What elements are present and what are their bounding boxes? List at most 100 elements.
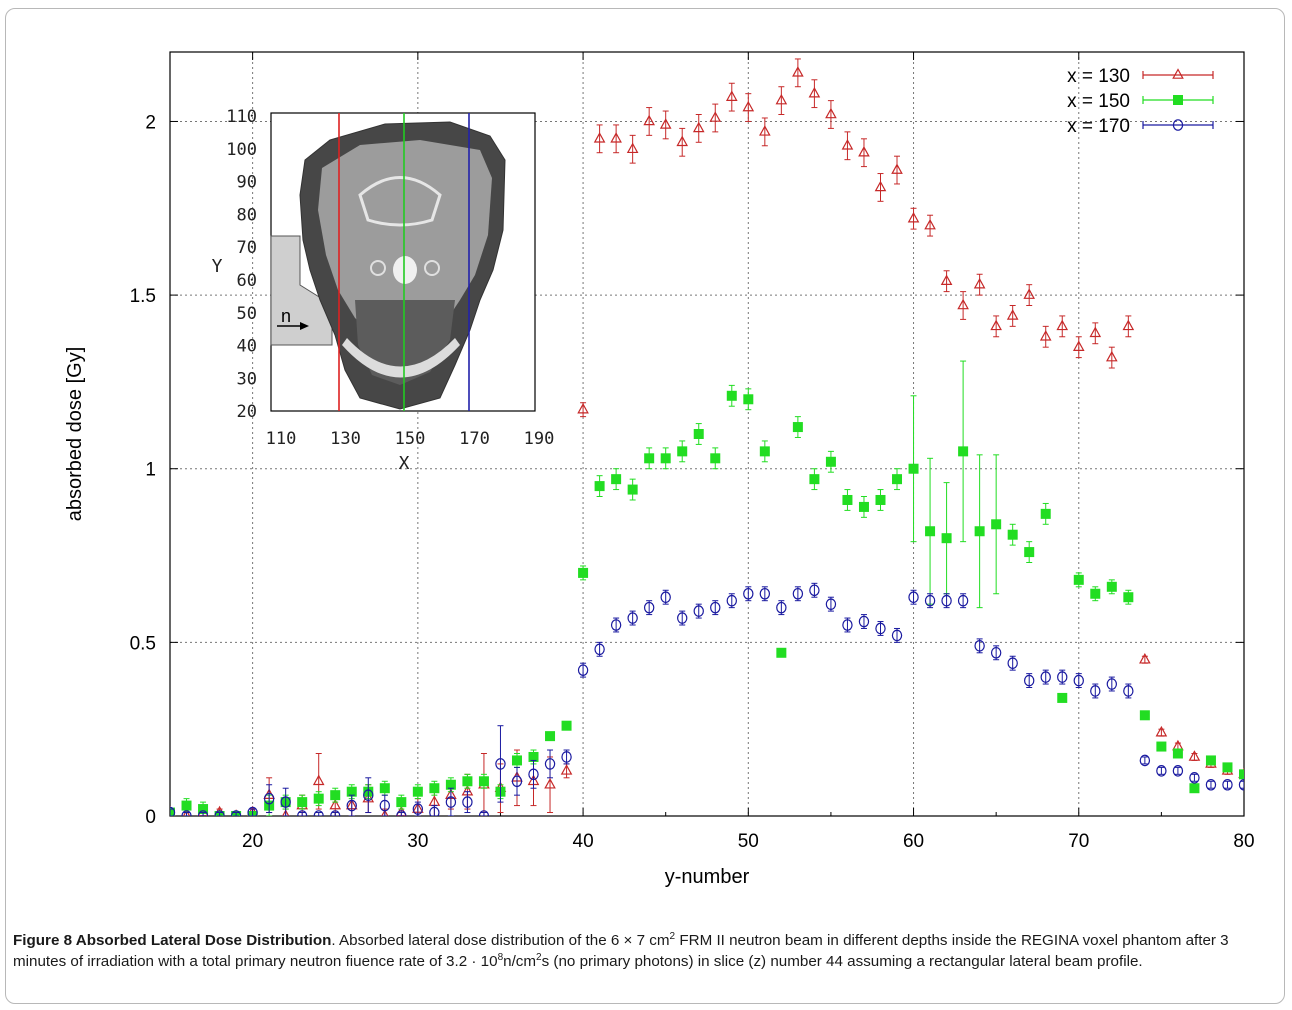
x-tick-label: 80 bbox=[1233, 831, 1254, 852]
inset-y-tick-label: 60 bbox=[237, 271, 257, 291]
legend: x = 130 x = 150 x = 170 bbox=[1067, 66, 1214, 137]
data-point bbox=[379, 799, 390, 812]
figure-frame bbox=[5, 8, 1285, 1004]
inset-phantom: n 110 100 90 80 70 60 50 40 30 20 110 130 150 170 190 Y X bbox=[212, 107, 555, 474]
inset-x-tick-label: 170 bbox=[459, 429, 490, 449]
data-point bbox=[1105, 350, 1118, 362]
data-point bbox=[957, 298, 969, 310]
legend-label: x = 130 bbox=[1067, 66, 1130, 87]
data-point bbox=[1006, 309, 1019, 320]
data-point bbox=[825, 456, 836, 467]
inset-y-tick-label: 30 bbox=[237, 369, 257, 389]
data-point bbox=[973, 277, 986, 289]
data-point bbox=[709, 111, 722, 122]
data-point bbox=[725, 90, 738, 101]
data-point bbox=[693, 429, 704, 439]
data-point bbox=[660, 453, 671, 464]
data-point bbox=[1139, 754, 1151, 767]
data-point bbox=[726, 390, 737, 401]
vertebra bbox=[358, 176, 442, 227]
data-series bbox=[170, 58, 1244, 816]
data-point bbox=[892, 474, 903, 485]
data-point bbox=[825, 598, 837, 610]
data-point bbox=[941, 594, 952, 607]
data-point bbox=[660, 591, 671, 604]
data-point bbox=[170, 806, 176, 816]
data-point bbox=[858, 501, 869, 512]
data-point bbox=[743, 394, 754, 405]
data-point bbox=[925, 526, 936, 537]
data-point bbox=[1089, 326, 1102, 338]
data-point bbox=[924, 594, 936, 607]
data-point bbox=[1023, 288, 1036, 299]
data-point bbox=[577, 402, 589, 414]
legend-label: x = 170 bbox=[1067, 116, 1130, 137]
data-point bbox=[593, 132, 606, 143]
data-point bbox=[379, 783, 390, 794]
data-point bbox=[578, 567, 589, 578]
data-point bbox=[924, 218, 936, 230]
data-point bbox=[214, 810, 225, 816]
data-point bbox=[874, 180, 887, 192]
data-point bbox=[677, 446, 688, 457]
airway bbox=[393, 256, 417, 284]
data-point bbox=[990, 646, 1002, 659]
x-tick-label: 60 bbox=[903, 831, 924, 852]
inset-x-tick-label: 190 bbox=[524, 429, 555, 449]
data-point bbox=[1123, 592, 1134, 603]
data-point bbox=[875, 494, 886, 505]
data-point bbox=[858, 145, 870, 157]
data-point bbox=[281, 809, 290, 816]
inset-x-tick-label: 150 bbox=[395, 429, 426, 449]
data-point bbox=[1172, 68, 1184, 79]
data-point bbox=[545, 731, 556, 742]
data-point bbox=[1072, 340, 1085, 351]
data-point bbox=[808, 86, 821, 98]
data-point bbox=[462, 776, 473, 787]
data-point bbox=[842, 494, 853, 505]
data-point bbox=[1189, 783, 1200, 794]
data-point bbox=[759, 587, 771, 600]
data-point bbox=[841, 139, 854, 150]
data-point bbox=[792, 66, 804, 77]
chart: 20 30 40 50 60 70 80 0 0.5 1 1.5 2 y-number absorbed … bbox=[64, 51, 1255, 888]
data-point bbox=[610, 619, 622, 631]
x-tick-label: 50 bbox=[738, 831, 759, 852]
inset-y-tick-label: 40 bbox=[237, 337, 257, 357]
data-point bbox=[692, 121, 705, 133]
y-tick-label: 2 bbox=[145, 112, 156, 133]
caption-text-4: s (no primary photons) in slice (z) numb… bbox=[541, 953, 1143, 970]
data-point bbox=[561, 720, 572, 731]
data-point bbox=[693, 605, 704, 617]
data-point bbox=[710, 601, 721, 614]
data-point bbox=[544, 758, 556, 770]
inset-y-axis-label: Y bbox=[212, 256, 223, 277]
data-point bbox=[396, 810, 407, 816]
y-tick-label: 1 bbox=[145, 460, 156, 481]
data-point bbox=[1090, 685, 1101, 697]
beam-label: n bbox=[281, 306, 291, 326]
data-point bbox=[974, 640, 985, 652]
inset-y-tick-label: 20 bbox=[237, 402, 257, 422]
data-point bbox=[610, 132, 622, 143]
data-point bbox=[478, 776, 489, 787]
data-point bbox=[412, 786, 423, 797]
data-point bbox=[809, 584, 820, 597]
data-point bbox=[247, 806, 258, 816]
figure-caption: Figure 8 Absorbed Lateral Dose Distribut… bbox=[13, 930, 1275, 972]
plot-frame bbox=[169, 51, 1245, 817]
data-point bbox=[412, 803, 424, 815]
data-point bbox=[644, 453, 655, 464]
jaw-bone bbox=[342, 338, 460, 378]
data-point bbox=[1172, 748, 1183, 759]
data-point bbox=[676, 135, 689, 147]
caption-sup-2: 8 bbox=[497, 951, 504, 963]
data-point bbox=[181, 810, 192, 816]
data-point bbox=[825, 107, 837, 119]
data-point bbox=[1040, 508, 1051, 519]
data-point bbox=[958, 446, 969, 457]
data-point bbox=[643, 601, 655, 614]
inset-y-tick-label: 110 bbox=[226, 107, 257, 127]
data-point bbox=[296, 810, 308, 816]
data-point bbox=[990, 319, 1002, 331]
